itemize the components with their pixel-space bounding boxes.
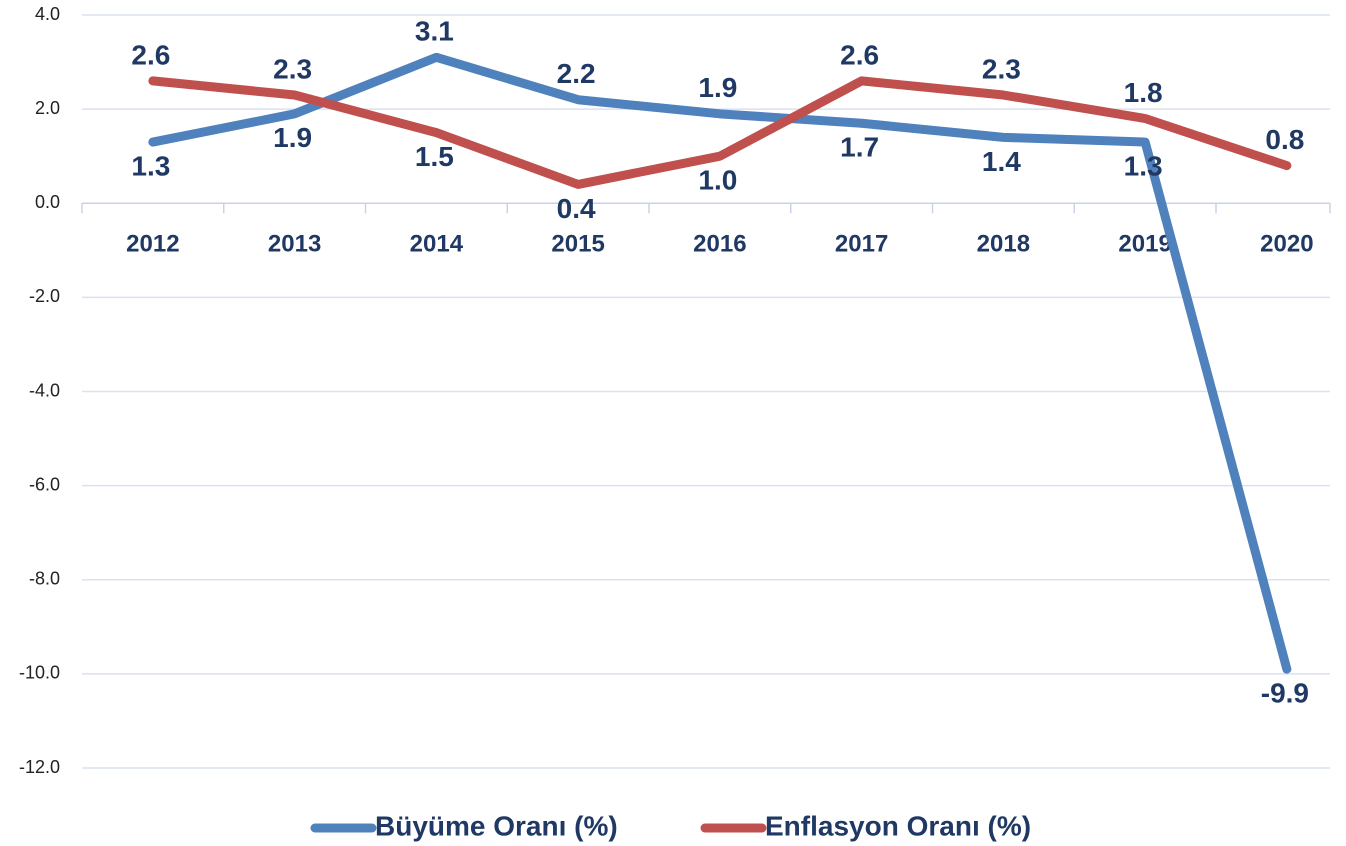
series-line [148, 52, 1292, 674]
data-label: 1.9 [273, 122, 312, 153]
data-label: 1.4 [982, 146, 1021, 177]
data-label: 1.3 [131, 150, 170, 181]
data-label: 3.1 [415, 16, 454, 47]
y-tick-label: -6.0 [29, 474, 60, 494]
x-tick-label: 2015 [551, 230, 604, 257]
data-label: 0.8 [1265, 124, 1304, 155]
x-tick-label: 2012 [126, 230, 179, 257]
data-label: 1.0 [698, 165, 737, 196]
x-tick-label: 2013 [268, 230, 321, 257]
y-tick-label: 0.0 [35, 192, 60, 212]
series-line [148, 76, 1292, 189]
legend-label: Büyüme Oranı (%) [375, 810, 618, 841]
data-label: 1.9 [698, 72, 737, 103]
data-label: -9.9 [1261, 678, 1309, 709]
data-label: 0.4 [557, 193, 596, 224]
data-label: 2.6 [131, 39, 170, 70]
x-tick-label: 2018 [977, 230, 1030, 257]
y-tick-label: 4.0 [35, 4, 60, 24]
y-tick-label: -2.0 [29, 286, 60, 306]
data-label: 2.2 [557, 58, 596, 89]
legend-label: Enflasyon Oranı (%) [765, 810, 1031, 841]
data-label: 1.3 [1124, 150, 1163, 181]
data-label: 1.8 [1124, 77, 1163, 108]
y-tick-label: -4.0 [29, 380, 60, 400]
data-label: 2.6 [840, 39, 879, 70]
y-tick-label: -8.0 [29, 569, 60, 589]
data-label: 1.5 [415, 141, 454, 172]
data-label: 1.7 [840, 132, 879, 163]
x-tick-label: 2014 [410, 230, 464, 257]
x-tick-label: 2016 [693, 230, 746, 257]
data-label: 2.3 [982, 53, 1021, 84]
y-tick-label: -12.0 [19, 757, 60, 777]
x-tick-label: 2019 [1118, 230, 1171, 257]
data-label: 2.3 [273, 53, 312, 84]
x-tick-label: 2017 [835, 230, 888, 257]
y-tick-label: -10.0 [19, 663, 60, 683]
x-tick-label: 2020 [1260, 230, 1313, 257]
y-tick-label: 2.0 [35, 98, 60, 118]
